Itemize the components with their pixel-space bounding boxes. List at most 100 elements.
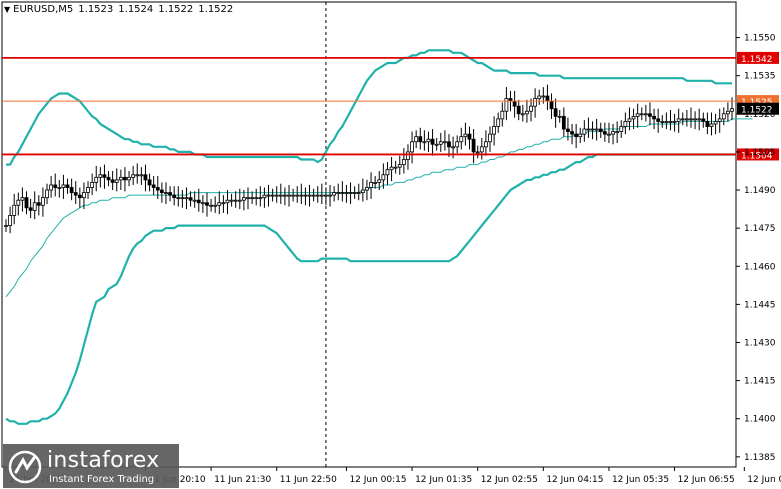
candle-body	[512, 100, 517, 107]
candle-body	[607, 133, 611, 136]
candle-body	[20, 197, 25, 201]
candle-body	[619, 126, 624, 132]
candle-body	[250, 197, 255, 200]
candle-body	[233, 199, 238, 202]
candle-body	[410, 141, 414, 153]
candle-body	[241, 197, 246, 201]
candle-body	[422, 141, 427, 144]
candle-body	[155, 187, 160, 191]
candle-body	[57, 187, 62, 189]
y-tick-label: 1.1445	[744, 300, 776, 310]
candle-body	[676, 118, 681, 122]
candle-body	[328, 194, 332, 197]
candle-body	[340, 192, 345, 194]
current-price-tag	[737, 102, 779, 115]
y-tick-label: 1.1505	[744, 148, 776, 158]
candle-body	[258, 197, 263, 200]
candle-body	[168, 192, 172, 196]
candle-body	[713, 121, 718, 125]
level-price-tag	[737, 51, 779, 64]
candle-body	[652, 115, 656, 120]
candle-body	[86, 187, 90, 193]
x-tick-label: 11 Jun 21:30	[214, 475, 271, 485]
candle-body	[274, 194, 279, 197]
candle-body	[709, 123, 714, 127]
candle-body	[672, 121, 677, 123]
candle-body	[221, 202, 226, 205]
candle-body	[356, 192, 361, 194]
candle-body	[159, 189, 164, 193]
candle-body	[61, 184, 66, 188]
candle-body	[643, 113, 648, 116]
candle-body	[283, 194, 287, 197]
candle-body	[213, 204, 218, 207]
candle-body	[689, 118, 693, 121]
candle-body	[225, 199, 230, 204]
chart-header: ▼ EURUSD,M5 1.1523 1.1524 1.1522 1.1522	[4, 4, 233, 15]
level-price-label: 1.1542	[741, 55, 773, 65]
candle-body	[389, 166, 394, 171]
candle-body	[537, 95, 542, 99]
candle-body	[594, 128, 599, 131]
candle-body	[570, 131, 574, 135]
logo-brand: instaforex	[47, 448, 160, 473]
candle-body	[344, 192, 349, 194]
x-tick-label: 12 Jun 00:15	[349, 475, 406, 485]
candle-body	[94, 176, 99, 183]
candle-body	[414, 136, 419, 143]
candle-body	[615, 131, 620, 133]
candle-body	[574, 133, 579, 138]
candle-body	[127, 176, 131, 181]
candle-body	[459, 136, 464, 143]
candle-body	[598, 128, 603, 132]
x-tick-label: 12 Jun 05:35	[612, 475, 669, 485]
candles-group	[4, 84, 734, 234]
candle-body	[319, 194, 324, 197]
candle-body	[98, 174, 103, 178]
candle-body	[725, 110, 730, 115]
candle-body	[41, 197, 45, 206]
candle-body	[471, 138, 476, 153]
candle-body	[639, 113, 644, 116]
candle-body	[205, 202, 209, 206]
candle-body	[418, 136, 423, 143]
candle-body	[73, 192, 78, 196]
candle-body	[500, 110, 505, 120]
candle-body	[529, 105, 533, 112]
candle-body	[430, 138, 435, 145]
candle-body	[123, 176, 127, 181]
candle-body	[147, 179, 152, 186]
candle-body	[270, 194, 275, 197]
candle-body	[611, 131, 615, 135]
candle-body	[118, 176, 123, 181]
candle-body	[8, 215, 13, 227]
watermark-logo: instaforex Instant Forex Trading	[3, 444, 179, 488]
candle-body	[49, 184, 54, 191]
candle-body	[278, 194, 283, 197]
candle-body	[377, 179, 382, 183]
y-tick-label: 1.1385	[744, 453, 776, 463]
candle-body	[110, 179, 115, 183]
candle-body	[12, 204, 17, 216]
candle-body	[16, 199, 21, 206]
candle-body	[266, 194, 271, 197]
chart-menu-triangle-icon[interactable]: ▼	[4, 5, 11, 14]
y-tick-label: 1.1400	[744, 415, 776, 425]
open-value: 1.1523	[78, 4, 114, 15]
candle-body	[721, 113, 726, 120]
candle-body	[287, 194, 291, 197]
candle-body	[385, 169, 390, 176]
y-tick-label: 1.1475	[744, 224, 776, 234]
candle-body	[172, 194, 177, 199]
candle-body	[77, 194, 82, 199]
moving-average-line	[5, 118, 753, 298]
candle-body	[324, 194, 328, 197]
candle-body	[680, 118, 685, 121]
high-value: 1.1524	[118, 4, 154, 15]
candle-body	[69, 187, 74, 193]
candle-body	[135, 174, 140, 177]
candle-body	[82, 192, 86, 199]
candle-body	[442, 141, 447, 144]
